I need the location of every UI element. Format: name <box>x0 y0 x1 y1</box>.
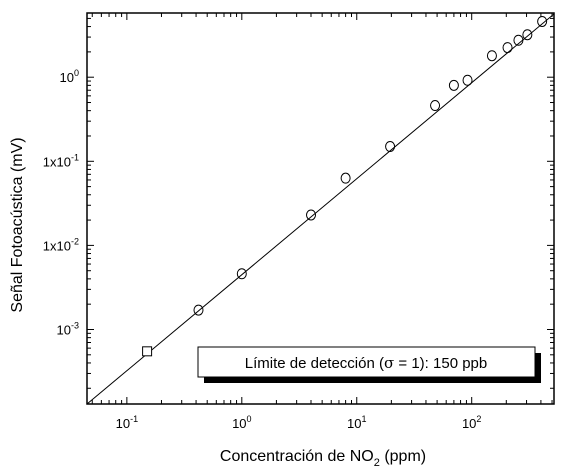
x-tick-label: 10-1 <box>116 414 138 431</box>
x-tick-label: 101 <box>347 414 366 431</box>
data-point-square <box>142 346 153 357</box>
annotation-text: Límite de detección (σ = 1): 150 ppb <box>245 354 488 372</box>
detection-limit-annotation: Límite de detección (σ = 1): 150 ppb <box>197 346 541 383</box>
data-point-circle <box>448 79 459 91</box>
x-tick-label: 102 <box>462 414 481 431</box>
x-tick-label: 100 <box>232 414 251 431</box>
y-tick-label: 100 <box>60 68 79 85</box>
plot-frame <box>86 12 555 405</box>
data-point-circle <box>486 50 497 62</box>
x-axis-title: Concentración de NO2 (ppm) <box>220 448 426 466</box>
data-point-circle <box>340 172 351 184</box>
data-point-circle <box>513 34 524 46</box>
data-point-circle <box>462 74 473 86</box>
fit-line <box>87 13 554 404</box>
data-point-circle <box>537 15 548 27</box>
y-tick-label: 1x10-1 <box>43 152 79 169</box>
data-point-circle <box>385 140 396 152</box>
y-tick-label: 1x10-2 <box>43 236 79 253</box>
y-tick-label: 10-3 <box>57 320 79 337</box>
data-point-circle <box>306 209 317 221</box>
data-point-circle <box>193 304 204 316</box>
annotation-box <box>197 346 536 378</box>
data-point-circle <box>522 29 533 41</box>
data-point-circle <box>502 42 513 54</box>
data-point-circle <box>430 100 441 112</box>
plot-area <box>87 13 554 404</box>
axes: 10-1 100 101 102 10-3 1x10-2 1x10-1 100 <box>43 12 555 431</box>
y-axis-title: Señal Fotoacústica (mV) <box>9 137 26 312</box>
data-point-circle <box>236 268 247 280</box>
